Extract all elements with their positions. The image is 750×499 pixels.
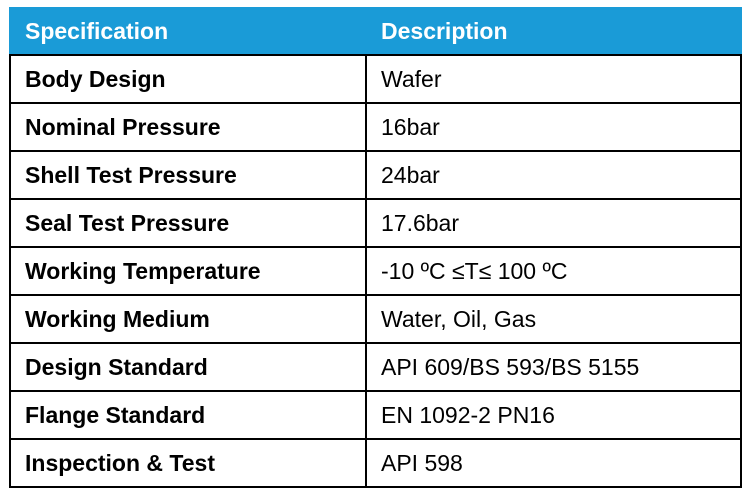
- table-row: Inspection & Test API 598: [9, 438, 742, 488]
- spec-cell: Shell Test Pressure: [9, 150, 367, 200]
- description-cell: Water, Oil, Gas: [365, 294, 742, 344]
- table-row: Working Temperature -10 ºC ≤T≤ 100 ºC: [9, 246, 742, 296]
- spec-cell: Inspection & Test: [9, 438, 367, 488]
- description-cell: 24bar: [365, 150, 742, 200]
- table-row: Flange Standard EN 1092-2 PN16: [9, 390, 742, 440]
- spec-cell: Nominal Pressure: [9, 102, 367, 152]
- column-header: Description: [365, 7, 742, 56]
- table-row: Shell Test Pressure 24bar: [9, 150, 742, 200]
- spec-cell: Body Design: [9, 54, 367, 104]
- table-row: Body Design Wafer: [9, 54, 742, 104]
- header-row: Specification Description: [9, 7, 742, 56]
- table-row: Design Standard API 609/BS 593/BS 5155: [9, 342, 742, 392]
- table-row: Nominal Pressure 16bar: [9, 102, 742, 152]
- spec-cell: Design Standard: [9, 342, 367, 392]
- table-row: Seal Test Pressure 17.6bar: [9, 198, 742, 248]
- table-header: Specification Description: [9, 7, 742, 56]
- table-row: Working Medium Water, Oil, Gas: [9, 294, 742, 344]
- table-body: Body Design Wafer Nominal Pressure 16bar She…: [9, 54, 742, 488]
- description-cell: EN 1092-2 PN16: [365, 390, 742, 440]
- spec-table: Specification Description Body Design Waf…: [9, 7, 742, 488]
- description-cell: 16bar: [365, 102, 742, 152]
- spec-cell: Working Medium: [9, 294, 367, 344]
- description-cell: Wafer: [365, 54, 742, 104]
- column-header: Specification: [9, 7, 367, 56]
- spec-cell: Working Temperature: [9, 246, 367, 296]
- spec-cell: Seal Test Pressure: [9, 198, 367, 248]
- description-cell: -10 ºC ≤T≤ 100 ºC: [365, 246, 742, 296]
- description-cell: 17.6bar: [365, 198, 742, 248]
- description-cell: API 598: [365, 438, 742, 488]
- spec-cell: Flange Standard: [9, 390, 367, 440]
- description-cell: API 609/BS 593/BS 5155: [365, 342, 742, 392]
